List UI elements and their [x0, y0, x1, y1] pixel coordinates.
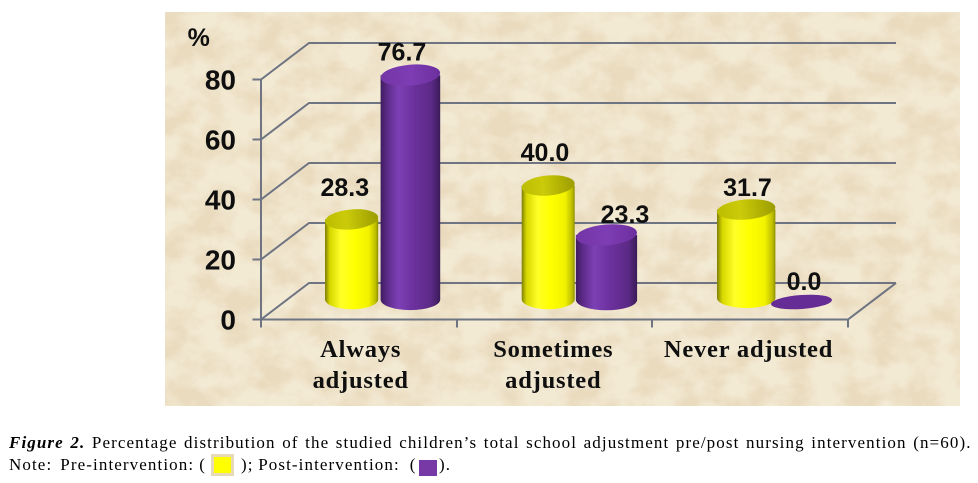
- svg-text:40: 40: [205, 185, 236, 216]
- svg-text:23.3: 23.3: [601, 201, 650, 229]
- svg-text:Never adjusted: Never adjusted: [664, 336, 833, 363]
- svg-text:28.3: 28.3: [320, 174, 369, 202]
- svg-text:76.7: 76.7: [378, 38, 427, 66]
- svg-text:Sometimes: Sometimes: [493, 336, 613, 363]
- svg-text:%: %: [188, 24, 210, 52]
- svg-text:adjusted: adjusted: [505, 367, 601, 394]
- svg-text:60: 60: [205, 125, 236, 156]
- svg-text:adjusted: adjusted: [313, 367, 409, 394]
- svg-text:80: 80: [205, 65, 236, 96]
- svg-text:0.0: 0.0: [787, 268, 822, 296]
- svg-text:20: 20: [205, 245, 236, 276]
- svg-text:40.0: 40.0: [521, 139, 570, 167]
- svg-text:31.7: 31.7: [723, 174, 772, 202]
- svg-text:Always: Always: [320, 336, 401, 363]
- svg-text:0: 0: [220, 305, 236, 336]
